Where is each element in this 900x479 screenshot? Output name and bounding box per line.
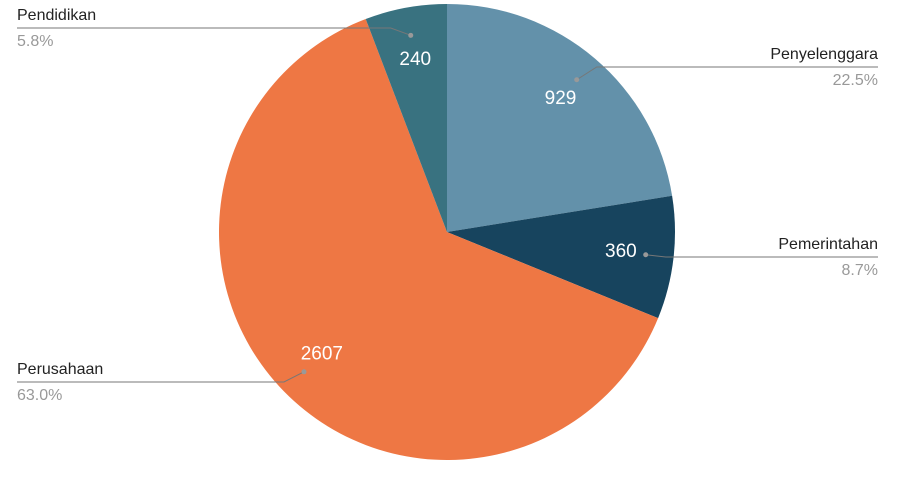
leader-line [645,254,878,258]
percent-label: 8.7% [842,262,878,279]
legend-label: Penyelenggara [770,46,878,63]
percent-label: 22.5% [833,72,878,89]
pie-slice [447,4,673,232]
leader-dot [574,77,580,83]
slice-value: 240 [399,49,431,70]
pie-slice [365,4,447,232]
legend-label: Pendidikan [17,7,96,24]
slice-value: 2607 [301,343,343,364]
slice-value: 360 [605,241,637,262]
leader-dot [643,252,649,258]
legend-label: Pemerintahan [778,236,878,253]
percent-label: 63.0% [17,387,62,404]
leader-line [576,66,878,81]
legend-label: Perusahaan [17,361,103,378]
pie-slice [219,18,659,461]
pie-slice [447,195,675,319]
leader-dot [408,32,414,38]
leader-line [17,371,305,383]
leader-dot [301,369,307,375]
percent-label: 5.8% [17,33,53,50]
slice-value: 929 [545,88,577,109]
leader-line [17,27,411,36]
